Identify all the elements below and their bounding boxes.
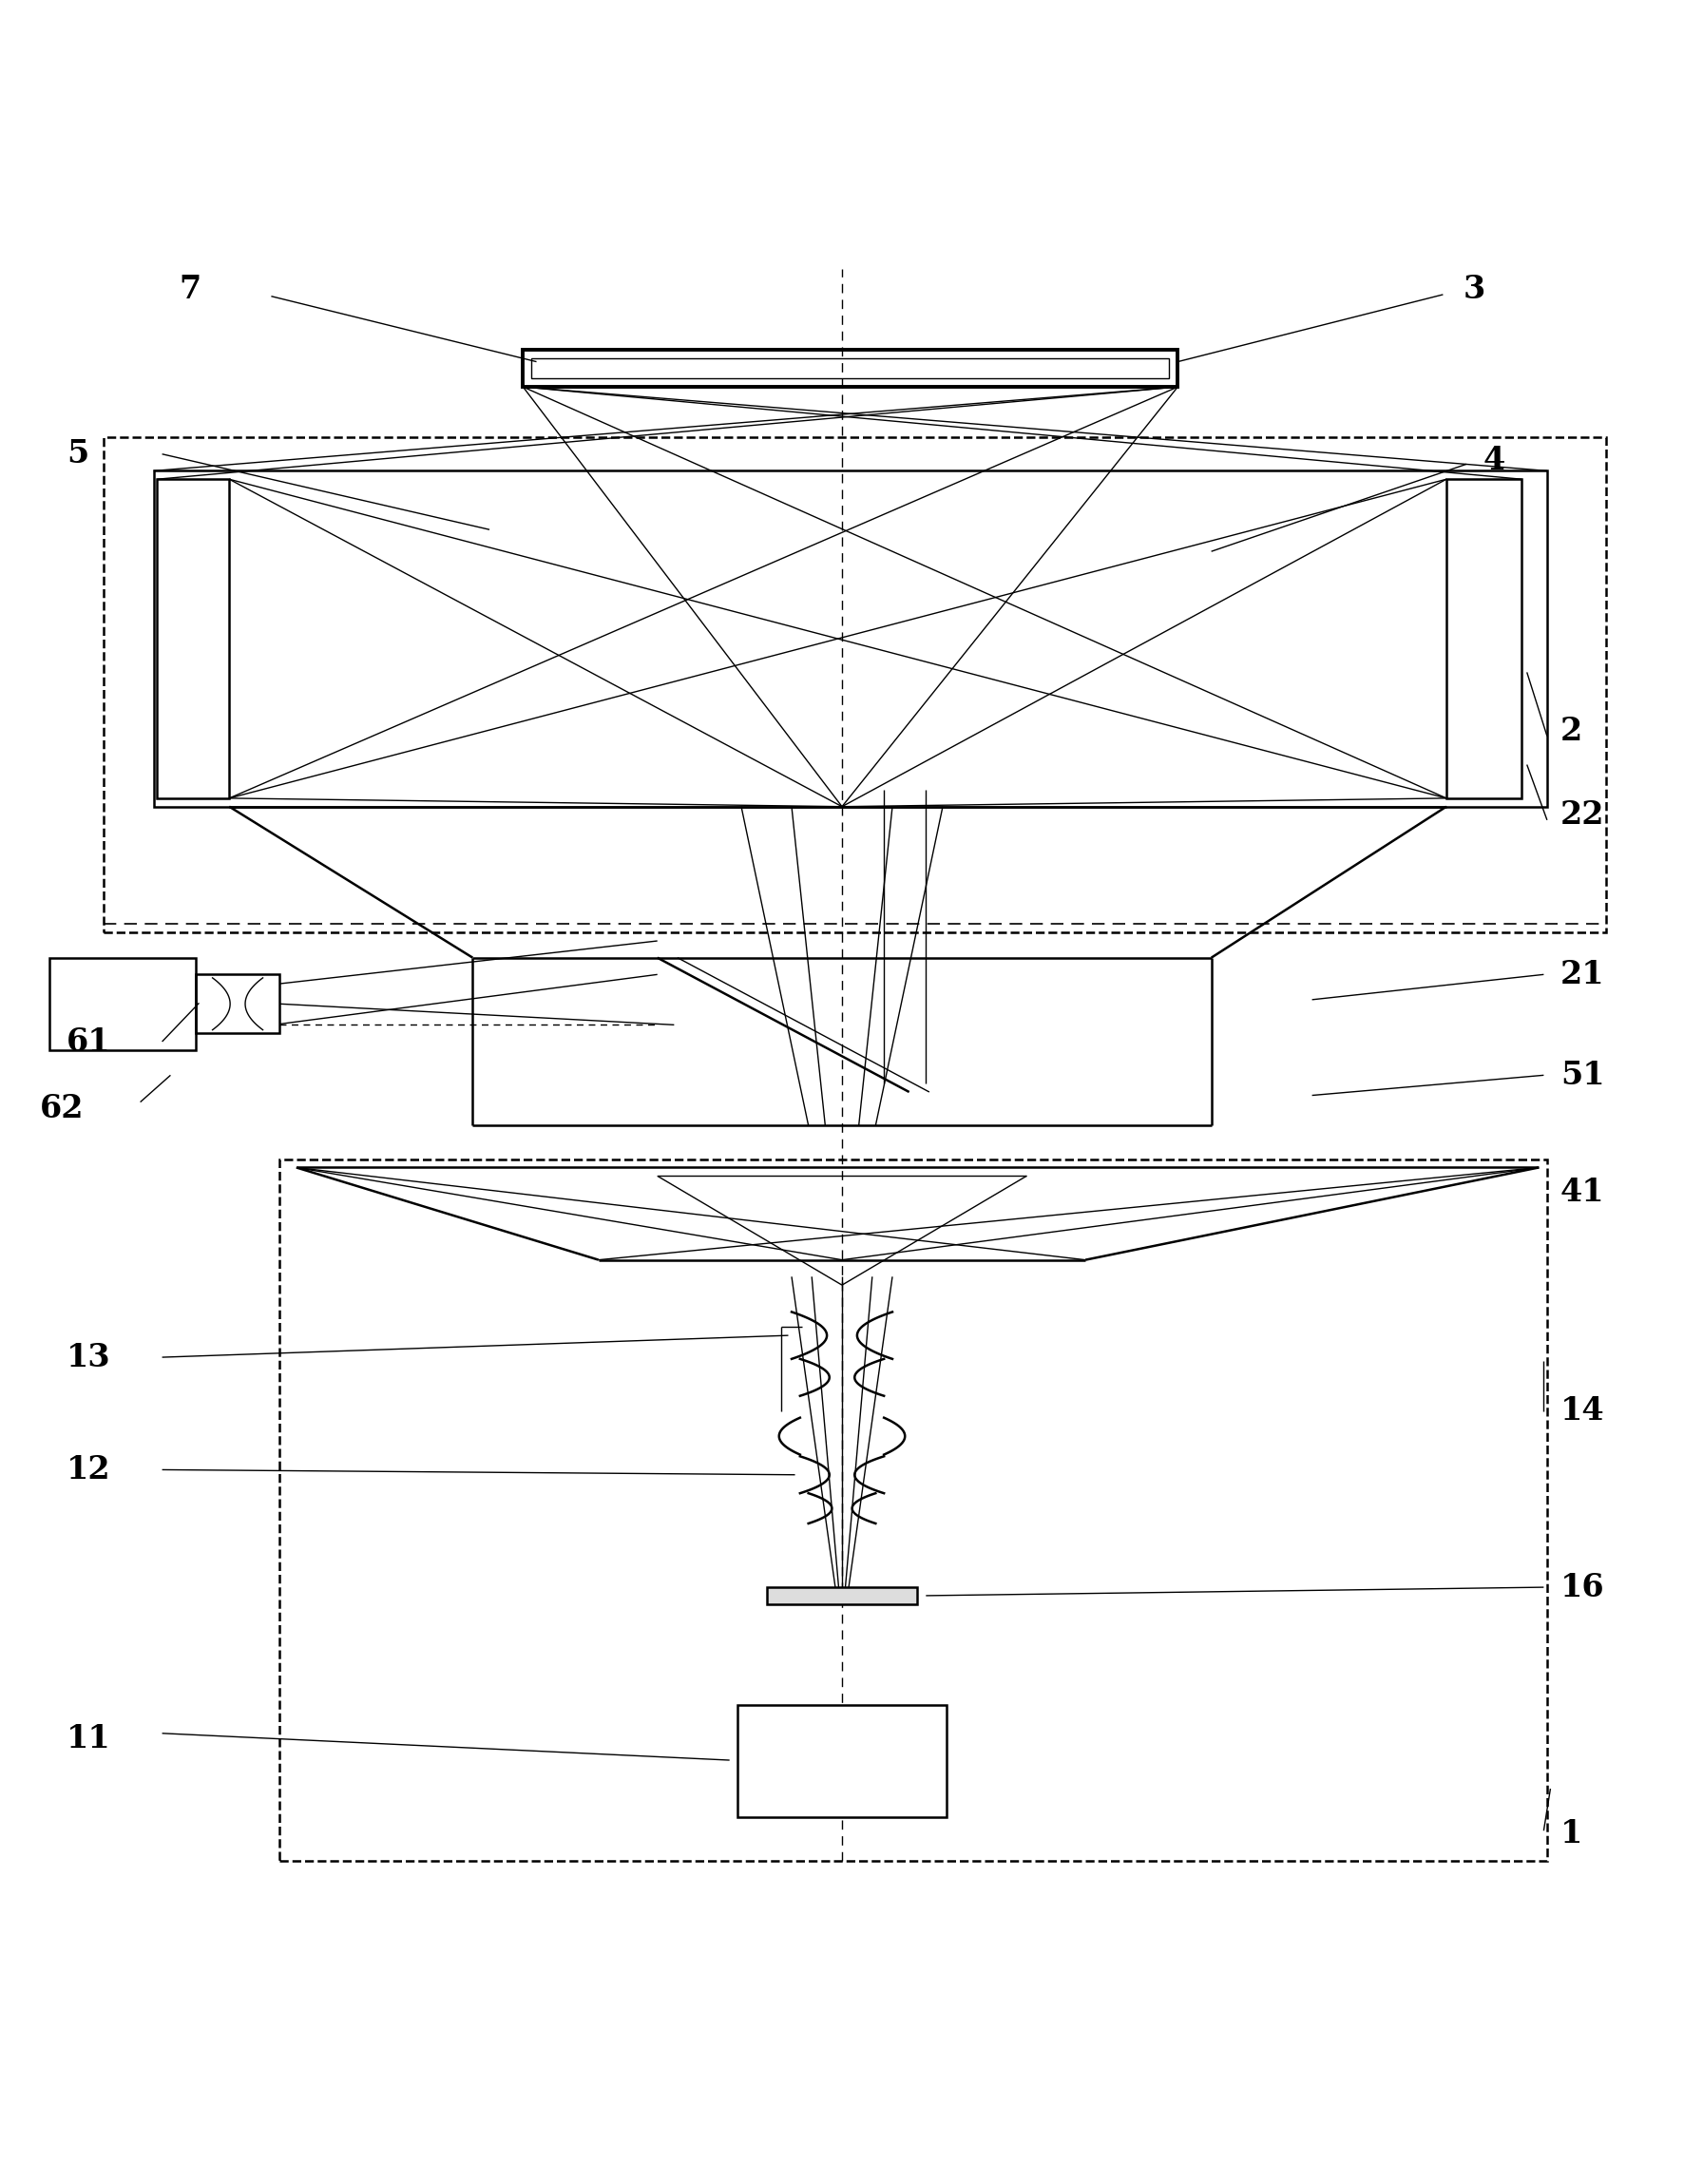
Text: 5: 5	[66, 439, 89, 470]
Text: 41: 41	[1561, 1177, 1605, 1208]
Text: 16: 16	[1561, 1572, 1605, 1603]
Text: 21: 21	[1561, 959, 1605, 989]
Text: 14: 14	[1561, 1396, 1605, 1426]
Text: 61: 61	[66, 1026, 111, 1057]
Text: 11: 11	[66, 1723, 111, 1754]
Text: 62: 62	[39, 1094, 84, 1125]
Bar	[153, 472, 1548, 806]
Text: 51: 51	[1561, 1059, 1605, 1090]
Bar	[103, 437, 1607, 933]
Text: 22: 22	[1561, 799, 1605, 830]
Bar	[1447, 478, 1522, 797]
Bar	[738, 1706, 946, 1817]
Text: 13: 13	[66, 1341, 111, 1374]
Bar	[532, 358, 1169, 378]
Bar	[49, 959, 195, 1051]
Text: 1: 1	[1561, 1819, 1583, 1850]
Bar	[195, 974, 280, 1033]
Text: 3: 3	[1463, 273, 1485, 306]
Bar	[766, 1588, 918, 1603]
Bar	[157, 478, 229, 797]
Text: 4: 4	[1484, 446, 1505, 476]
Text: 7: 7	[179, 273, 200, 306]
Text: 2: 2	[1561, 716, 1583, 747]
Bar	[280, 1160, 1548, 1861]
Text: 12: 12	[66, 1455, 111, 1485]
Bar	[524, 349, 1177, 387]
